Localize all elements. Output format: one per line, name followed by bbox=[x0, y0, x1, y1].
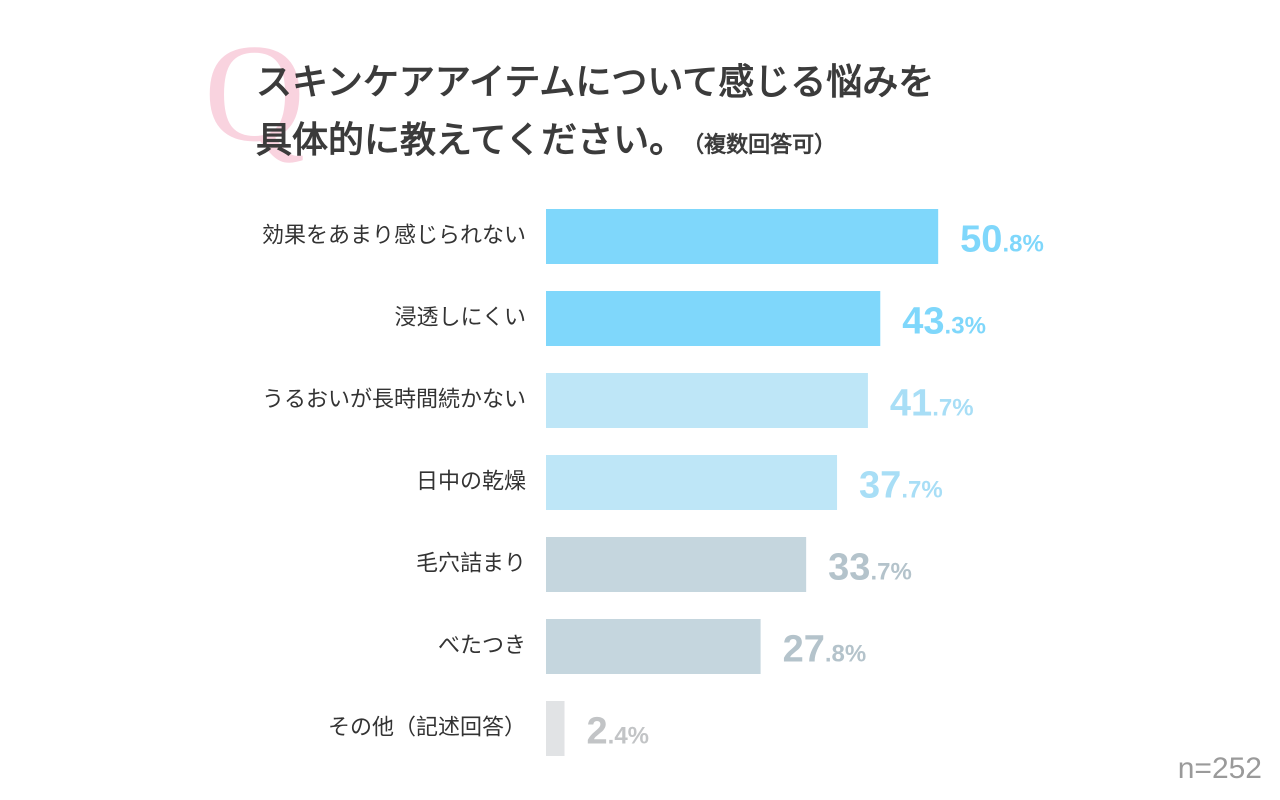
bar bbox=[546, 455, 838, 510]
value-integer: 2 bbox=[587, 711, 608, 753]
bar bbox=[546, 373, 868, 428]
value-label: 2.4% bbox=[587, 711, 650, 753]
value-integer: 27 bbox=[783, 629, 825, 671]
title-note: （複数回答可） bbox=[693, 133, 837, 158]
value-integer: 33 bbox=[828, 547, 870, 589]
value-label: 41.7% bbox=[890, 383, 974, 425]
value-decimal: .7% bbox=[932, 395, 973, 422]
value-integer: 50 bbox=[960, 219, 1002, 261]
bar bbox=[546, 619, 761, 674]
title-line-1: スキンケアアイテムについて感じる悩みを bbox=[256, 62, 935, 103]
value-decimal: .3% bbox=[945, 313, 986, 340]
value-label: 43.3% bbox=[902, 301, 986, 343]
value-decimal: .4% bbox=[608, 723, 649, 750]
value-decimal: .8% bbox=[825, 641, 866, 668]
value-label: 27.8% bbox=[783, 629, 867, 671]
chart-title: スキンケアアイテムについて感じる悩みを 具体的に教えてください。 （複数回答可） bbox=[256, 54, 934, 175]
bar bbox=[546, 701, 565, 756]
title-line-2-text: 具体的に教えてください。 bbox=[256, 120, 686, 161]
bar bbox=[546, 209, 939, 264]
category-label: その他（記述回答） bbox=[328, 716, 526, 741]
value-integer: 37 bbox=[859, 465, 901, 507]
q-mark: Q bbox=[204, 16, 306, 171]
title-line-2: 具体的に教えてください。 （複数回答可） bbox=[256, 112, 934, 175]
value-decimal: .7% bbox=[870, 559, 911, 586]
value-decimal: .8% bbox=[1002, 231, 1043, 258]
category-label: 日中の乾燥 bbox=[416, 470, 526, 495]
bar bbox=[546, 537, 807, 592]
category-label: 効果をあまり感じられない bbox=[262, 224, 526, 249]
sample-size-label: n=252 bbox=[1177, 752, 1262, 785]
category-label: 浸透しにくい bbox=[394, 306, 526, 331]
value-decimal: .7% bbox=[901, 477, 942, 504]
category-label: べたつき bbox=[438, 634, 526, 659]
bar bbox=[546, 291, 881, 346]
category-label: うるおいが長時間続かない bbox=[262, 388, 526, 413]
value-integer: 43 bbox=[902, 301, 944, 343]
category-label: 毛穴詰まり bbox=[416, 552, 526, 577]
value-label: 37.7% bbox=[859, 465, 943, 507]
value-label: 33.7% bbox=[828, 547, 912, 589]
value-integer: 41 bbox=[890, 383, 932, 425]
value-label: 50.8% bbox=[960, 219, 1044, 261]
